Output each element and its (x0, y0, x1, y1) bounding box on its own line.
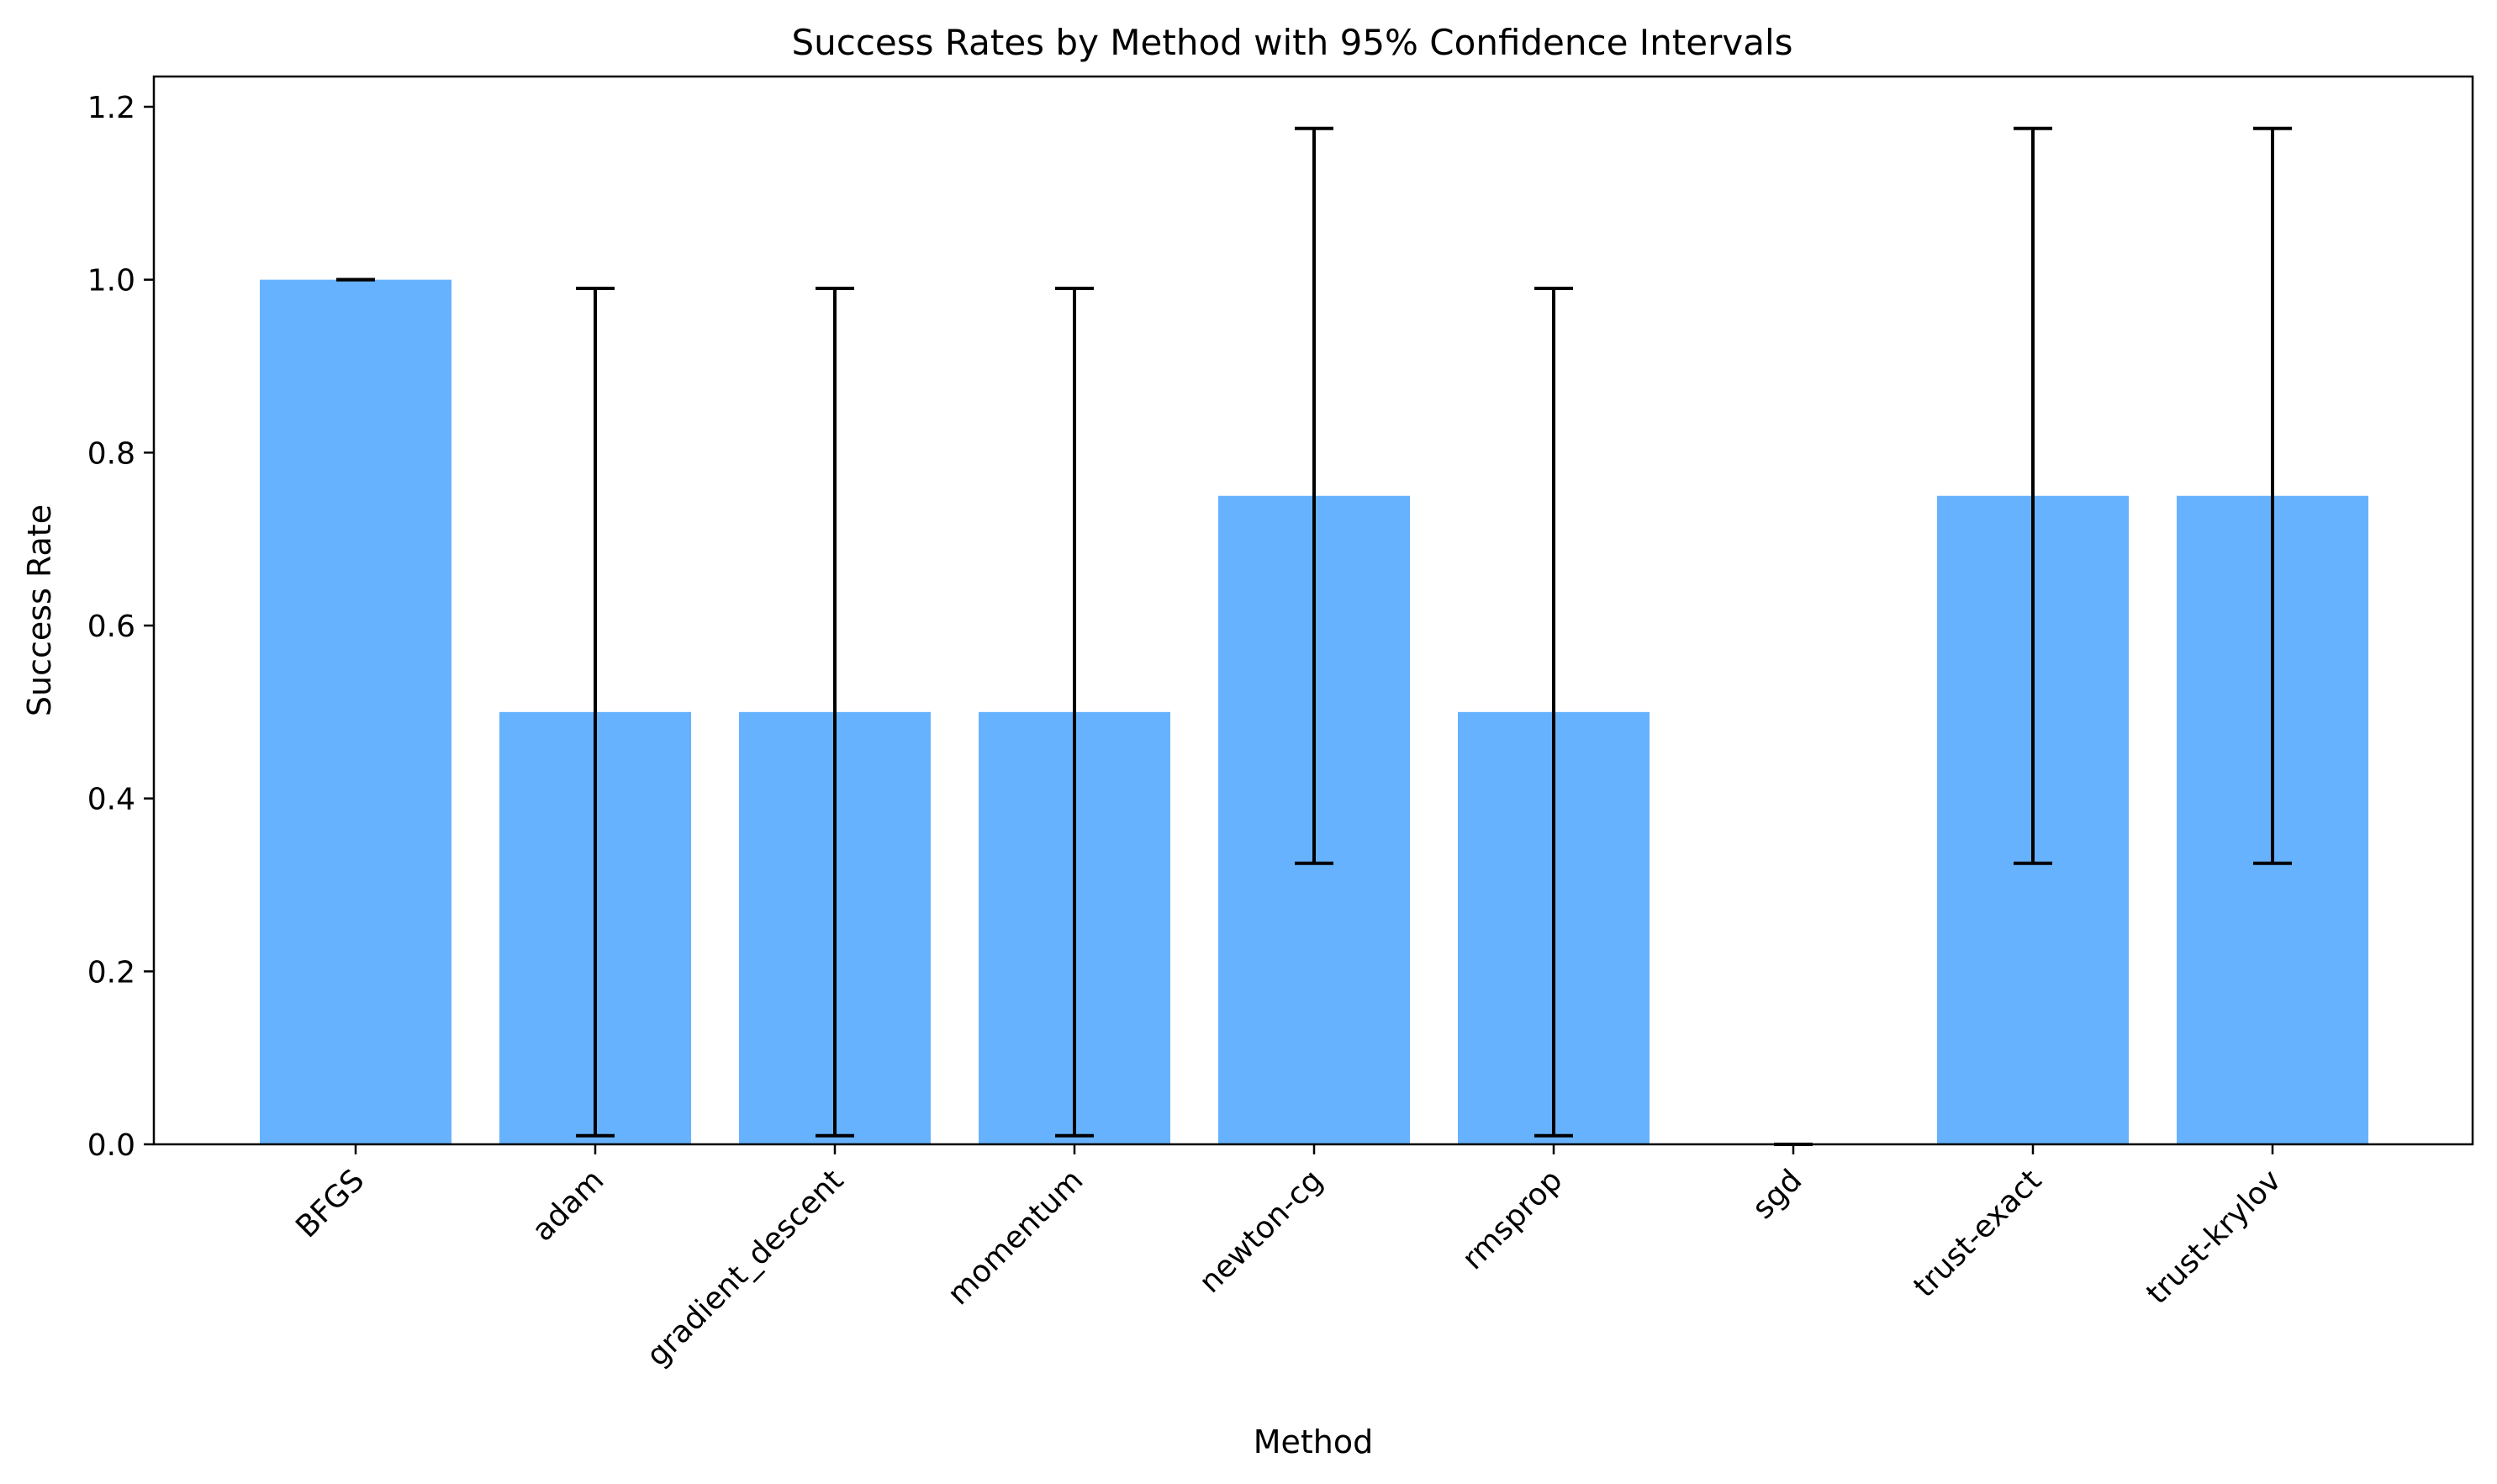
x-axis-label: Method (1254, 1423, 1374, 1460)
error-bar-rmsprop (1534, 286, 1573, 1138)
y-axis-label: Success Rate (21, 504, 58, 716)
bar-BFGS (260, 279, 451, 1144)
error-bars-group (336, 126, 2292, 1146)
chart-title: Success Rates by Method with 95% Confide… (791, 22, 1792, 63)
y-tick-label: 0.2 (87, 955, 135, 990)
y-tick-label: 1.0 (87, 264, 135, 298)
error-bar-momentum (1055, 286, 1094, 1138)
error-bar-newton-cg (1295, 126, 1333, 865)
error-bar-adam (576, 286, 615, 1138)
y-tick-label: 0.4 (87, 783, 135, 817)
y-axis: 0.0 0.2 0.4 0.6 0.8 1.0 1.2 (87, 91, 154, 1163)
error-bar-trust-exact (2014, 126, 2052, 865)
y-tick-label: 0.6 (87, 610, 135, 644)
y-tick-label: 0.8 (87, 436, 135, 471)
error-bar-trust-krylov (2253, 126, 2292, 865)
y-tick-label: 0.0 (87, 1128, 135, 1163)
y-tick-label: 1.2 (87, 91, 135, 125)
error-bar-gradient_descent (816, 286, 854, 1138)
